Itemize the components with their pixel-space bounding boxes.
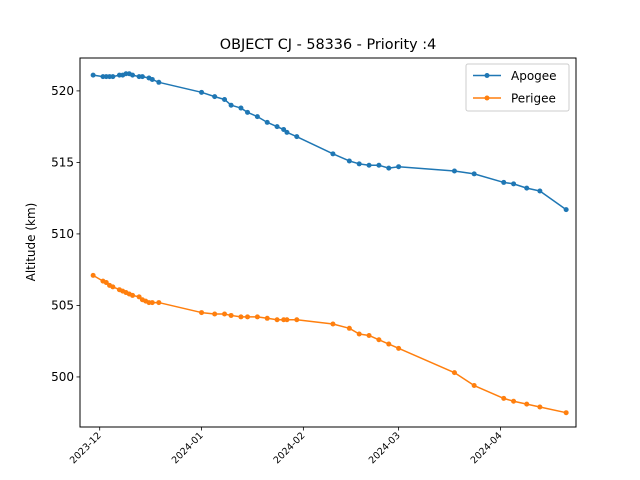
apogee-point-20 (245, 109, 251, 115)
plot-area (90, 71, 569, 416)
apogee-point-35 (471, 171, 477, 177)
y-tick-label-1: 505 (51, 298, 74, 312)
perigee-point-20 (238, 314, 244, 320)
perigee-point-30 (356, 331, 362, 337)
perigee-point-14 (149, 300, 155, 306)
legend: Apogee Perigee (465, 63, 570, 112)
y-tick-label-4: 520 (51, 84, 74, 98)
perigee-point-2 (103, 280, 109, 286)
perigee-point-39 (524, 401, 530, 407)
apogee-point-11 (139, 74, 145, 80)
apogee-point-37 (511, 181, 517, 187)
legend-perigee-label: Perigee (511, 92, 556, 106)
apogee-point-34 (451, 168, 457, 174)
apogee-point-36 (501, 179, 507, 185)
apogee-point-28 (346, 158, 352, 164)
apogee-point-19 (238, 105, 244, 111)
perigee-point-0 (90, 272, 96, 278)
perigee-point-19 (228, 312, 234, 318)
legend-apogee-label: Apogee (511, 69, 557, 83)
apogee-point-31 (376, 162, 382, 168)
apogee-point-25 (284, 129, 290, 135)
apogee-point-33 (396, 164, 402, 170)
apogee-point-26 (294, 134, 300, 140)
y-tick-label-0: 500 (51, 370, 74, 384)
apogee-point-38 (524, 185, 530, 191)
perigee-point-40 (537, 404, 543, 410)
apogee-point-27 (330, 151, 336, 157)
perigee-point-31 (366, 332, 372, 338)
perigee-point-17 (212, 311, 218, 317)
perigee-point-37 (501, 395, 507, 401)
plot-frame (79, 57, 577, 428)
apogee-point-13 (149, 76, 155, 82)
perigee-point-38 (511, 398, 517, 404)
apogee-point-15 (199, 89, 205, 95)
perigee-point-18 (222, 311, 228, 317)
perigee-point-9 (130, 292, 136, 298)
perigee-point-41 (563, 410, 569, 416)
apogee-point-24 (281, 127, 287, 133)
perigee-point-26 (284, 317, 290, 323)
perigee-point-35 (451, 370, 457, 376)
apogee-point-9 (130, 72, 136, 78)
perigee-point-22 (254, 314, 260, 320)
perigee-point-10 (136, 294, 142, 300)
legend-apogee-marker (484, 73, 490, 78)
apogee-point-21 (254, 114, 260, 120)
perigee-point-29 (346, 325, 352, 331)
apogee-point-29 (356, 161, 362, 167)
y-tick-label-2: 510 (51, 227, 74, 241)
y-axis-label: Altitude (km) (24, 203, 38, 282)
apogee-point-4 (110, 74, 116, 80)
perigee-point-32 (376, 337, 382, 343)
legend-perigee-marker (484, 95, 490, 101)
perigee-point-4 (110, 284, 116, 290)
chart-title: OBJECT CJ - 58336 - Priority :4 (220, 37, 437, 53)
apogee-point-16 (212, 94, 218, 100)
perigee-point-28 (330, 321, 336, 327)
perigee-point-34 (396, 345, 402, 351)
apogee-point-32 (386, 165, 392, 171)
apogee-point-30 (366, 162, 372, 168)
perigee-point-33 (386, 341, 392, 347)
apogee-point-0 (90, 72, 96, 78)
perigee-point-36 (471, 383, 477, 389)
apogee-point-22 (264, 119, 270, 125)
apogee-point-14 (156, 79, 162, 85)
perigee-point-24 (274, 317, 280, 323)
perigee-point-23 (264, 315, 270, 321)
apogee-point-18 (228, 102, 234, 108)
apogee-point-23 (274, 124, 280, 130)
perigee-point-16 (199, 310, 205, 316)
perigee-point-15 (156, 300, 162, 306)
apogee-point-17 (222, 96, 228, 102)
perigee-point-21 (245, 314, 251, 320)
perigee-point-27 (294, 317, 300, 323)
apogee-point-40 (563, 207, 569, 213)
apogee-point-39 (537, 188, 543, 194)
y-tick-label-3: 515 (51, 155, 74, 169)
